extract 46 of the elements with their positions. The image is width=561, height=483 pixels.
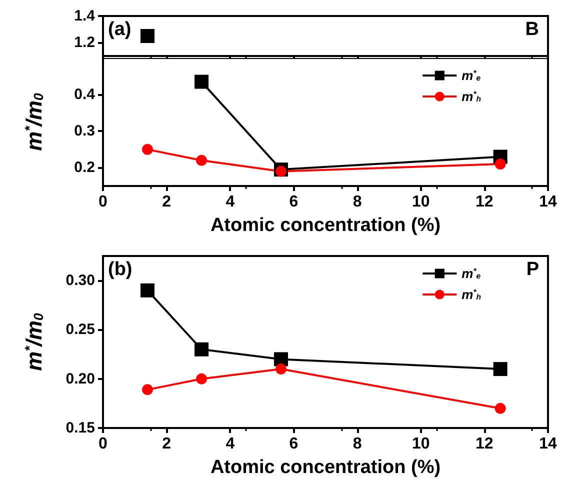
- x-tick-label: 12: [476, 194, 494, 210]
- y-tick-label: 1.4: [74, 8, 96, 24]
- point: [140, 283, 154, 298]
- x-tick-label: 12: [476, 436, 494, 452]
- point: [494, 402, 506, 414]
- x-tick-label: 4: [226, 194, 235, 210]
- point: [493, 362, 508, 376]
- point: [276, 364, 286, 375]
- x-tick-label: 10: [412, 436, 430, 452]
- y-tick-label: 0.2: [74, 159, 95, 176]
- point: [196, 154, 208, 166]
- annotation: P: [526, 259, 540, 280]
- x-axis-title: Atomic concentration (%): [210, 215, 441, 236]
- point: [142, 384, 153, 396]
- point: [142, 144, 153, 155]
- x-tick-label: 10: [412, 194, 430, 210]
- annotation: (b): [108, 259, 132, 280]
- x-tick-label: 8: [352, 436, 362, 452]
- point: [494, 158, 506, 170]
- x-tick-label: 8: [352, 194, 362, 210]
- x-tick-label: 4: [226, 436, 235, 452]
- y-tick-label: 0.20: [66, 370, 95, 388]
- x-tick-label: 14: [539, 436, 557, 452]
- y-tick-label: 0.3: [74, 122, 95, 140]
- annotation: B: [525, 19, 540, 40]
- x-tick-label: 0: [98, 436, 108, 452]
- y-tick-label: 0.4: [74, 86, 96, 104]
- y-axis-title: m*/m0: [22, 92, 46, 151]
- y-tick-label: 0.15: [66, 420, 95, 436]
- point: [276, 166, 286, 177]
- x-tick-label: 2: [162, 436, 172, 452]
- y-tick-label: 0.30: [66, 272, 95, 290]
- point: [274, 352, 288, 366]
- x-tick-label: 6: [289, 436, 298, 452]
- x-tick-label: 2: [162, 194, 172, 210]
- x-tick-label: 14: [539, 194, 557, 210]
- annotation: (a): [108, 19, 132, 40]
- x-tick-label: 6: [289, 194, 298, 210]
- x-tick-label: 0: [98, 194, 108, 210]
- point: [194, 74, 209, 89]
- y-tick-label: 0.25: [66, 321, 95, 338]
- y-tick-label: 1.2: [74, 34, 95, 52]
- point: [194, 342, 209, 356]
- x-axis-title: Atomic concentration (%): [210, 457, 441, 478]
- point: [196, 373, 208, 384]
- y-axis-title: m*/m0: [22, 312, 46, 371]
